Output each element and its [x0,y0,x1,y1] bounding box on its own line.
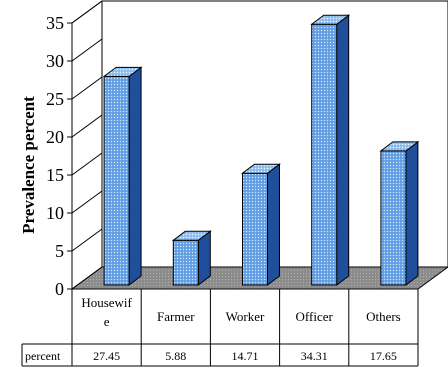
bar-housewife [102,66,143,286]
bar-top [310,14,351,25]
bar-top [379,141,420,152]
bar-top [241,163,281,174]
bar-officer [310,14,351,286]
bar-front [172,239,199,286]
bars [102,14,420,286]
bar-side [336,14,350,286]
bar-front [311,23,338,286]
x-tick-label: Housewif [81,295,132,310]
y-tick-label: 30 [46,51,64,71]
bar-side [405,140,419,286]
x-tick-label: Others [366,309,401,324]
y-tick-label: 25 [46,89,64,109]
y-tick-label: 20 [46,127,64,147]
bar-front [242,172,268,286]
data-label: 17.65 [370,349,397,363]
y-axis-label: Prevalence percent [19,96,38,234]
y-tick-label: 5 [55,241,64,261]
bar-worker [241,163,281,286]
x-tick-label: Farmer [157,309,195,324]
y-tick-depth [71,190,103,214]
data-label: 34.31 [301,349,328,363]
y-axis: 0 5 10 15 20 25 30 35 [46,0,103,299]
y-tick-depth [71,76,103,100]
y-tick-depth [71,228,103,252]
y-tick-depth [71,38,103,62]
x-tick-label: e [104,314,110,329]
bar-front [380,150,407,286]
y-tick-depth [71,152,103,176]
y-tick-depth [71,114,103,138]
bar-farmer [171,230,212,286]
x-tick-label: Worker [226,309,265,324]
bar-top [102,66,143,77]
bar-top [171,230,212,241]
y-tick-label: 35 [46,13,64,33]
bar-front [103,75,130,286]
bar-side [267,163,280,286]
bar-others [379,140,420,286]
table-row-label: percent [25,349,61,363]
data-label: 27.45 [93,349,120,363]
data-table: Housewif e Farmer Worker Officer Others percen… [21,289,419,367]
y-tick-label: 15 [46,165,64,185]
back-wall [101,0,448,267]
x-tick-label: Officer [296,309,334,324]
y-tick-label: 10 [46,203,64,223]
y-tick-depth [71,266,103,290]
data-label: 5.88 [165,349,186,363]
data-label: 14.71 [232,349,259,363]
y-tick-depth [71,0,103,24]
bar-side [128,66,142,286]
y-tick-label: 0 [55,279,64,299]
